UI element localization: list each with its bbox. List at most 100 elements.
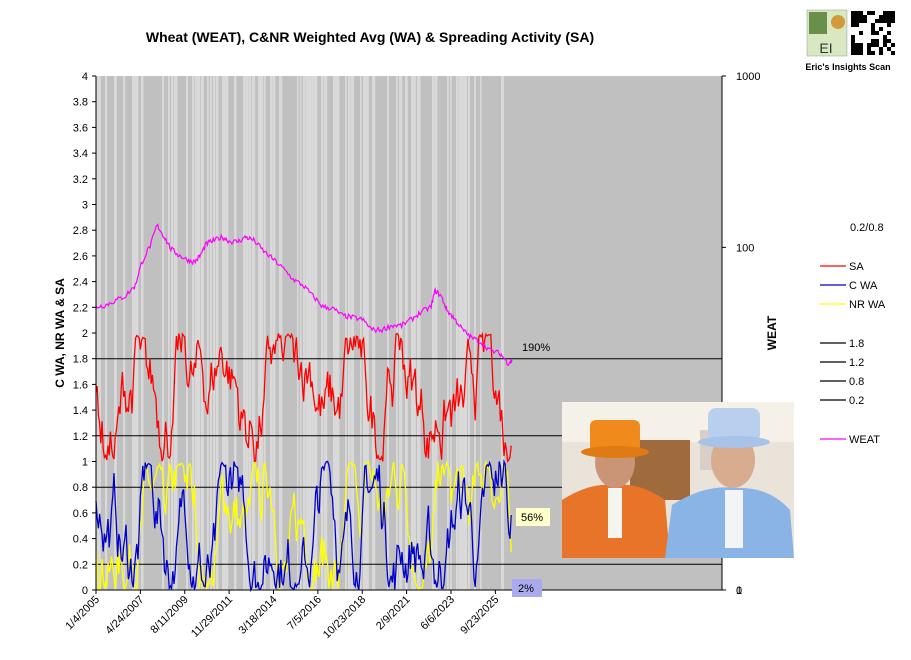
y-tick-label: 3.8 [73,97,88,109]
activity-band [201,76,204,590]
y-tick-label: 2.6 [73,251,88,263]
activity-band [252,76,256,590]
activity-band [243,76,246,590]
activity-band [411,76,414,590]
y-tick-label: 1 [82,457,88,469]
activity-band [99,76,101,590]
series-c-wa-line [95,458,512,593]
activity-band [414,76,416,590]
y-tick-label: 0.8 [73,482,88,494]
y2-axis-label: WEAT [765,315,779,350]
activity-bands [96,76,505,590]
y2-tick-label: 0 [736,585,742,597]
activity-band [264,76,266,590]
cwa-last-value-label: 2% [518,583,534,595]
activity-band [447,76,449,590]
x-tick-label: 1/4/2005 [63,594,102,633]
activity-band [399,76,403,590]
activity-band [135,76,139,590]
y-tick-label: 0 [82,585,88,597]
activity-band [312,76,316,590]
legend-label: 1.2 [849,357,864,369]
activity-band [258,76,262,590]
activity-band [333,76,337,590]
x-tick-label: 6/6/2023 [418,594,457,633]
activity-band [459,76,463,590]
nrwa-last-value-label: 56% [521,512,543,524]
activity-band [474,76,476,590]
activity-band [480,76,482,590]
activity-band [273,76,276,590]
activity-band [336,76,340,590]
y-tick-label: 3.2 [73,174,88,186]
activity-band [174,76,178,590]
activity-band [198,76,201,590]
photo-two-men-in-tuxedos [562,402,794,558]
y-tick-label: 3.4 [73,148,88,160]
activity-band [96,76,100,590]
legend-label: SA [849,261,864,273]
sa-last-value-label: 190% [522,342,550,354]
x-tick-label: 7/5/2016 [285,594,324,633]
y-tick-label: 2.2 [73,302,88,314]
y-tick-label: 0.2 [73,559,88,571]
activity-band [162,76,165,590]
y-tick-label: 4 [82,71,88,83]
left-axis-ticks: 0 0.2 0.4 0.6 0.8 1 1.2 1.4 1.6 1.8 2 2.2 2.4 2.6 2.8 3… [73,71,96,597]
legend-label: WEAT [849,434,880,446]
activity-band [192,76,195,590]
cwa-callout-box [512,579,542,597]
x-tick-label: 4/24/2007 [103,594,146,637]
activity-band [324,76,328,590]
y-tick-label: 1.4 [73,405,88,417]
x-tick-label: 11/29/2011 [189,594,235,640]
activity-band [309,76,312,590]
activity-band [270,76,273,590]
activity-band [360,76,362,590]
activity-band [186,76,189,590]
activity-band [195,76,199,590]
y-tick-label: 1.6 [73,379,88,391]
legend-label: 0.2 [849,395,864,407]
value-callouts: 190% 56% 2% [512,342,550,597]
activity-band [366,76,369,590]
activity-band [222,76,226,590]
activity-band [450,76,452,590]
y-tick-label: 0.4 [73,534,88,546]
x-tick-label: 10/23/2018 [321,594,368,641]
x-tick-label: 9/23/2025 [458,594,501,637]
y-tick-label: 1.8 [73,354,88,366]
activity-band [171,76,174,590]
activity-band [387,76,389,590]
qr-code-icon [851,10,895,56]
activity-band [303,76,306,590]
activity-band [315,76,318,590]
logo-letters: EI [819,40,832,56]
series-nr-wa-line [95,459,512,593]
activity-band [114,76,117,590]
series-group [95,223,513,593]
activity-band [261,76,264,590]
activity-band [207,76,209,590]
activity-band [345,76,347,590]
chart-title: Wheat (WEAT), C&NR Weighted Avg (WA) & S… [146,29,594,45]
branding-caption: Eric's Insights Scan [805,62,890,72]
activity-band [216,76,219,590]
activity-band [372,76,376,590]
activity-band [351,76,355,590]
activity-band [306,76,309,590]
activity-band [435,76,438,590]
x-tick-label: 3/18/2014 [237,594,280,637]
activity-band [456,76,459,590]
activity-band [141,76,144,590]
series-sa-line [95,331,512,463]
legend: 0.2/0.8 SA C WA NR WA 1.8 1.2 0.8 0.2 WEAT [820,222,886,446]
activity-band [348,76,351,590]
legend-header: 0.2/0.8 [850,222,884,234]
y-axis-label: C WA, NR WA & SA [53,278,67,388]
legend-label: 1.8 [849,338,864,350]
y2-tick-label: 1 [736,585,742,597]
activity-band [501,76,505,590]
activity-band [297,76,299,590]
